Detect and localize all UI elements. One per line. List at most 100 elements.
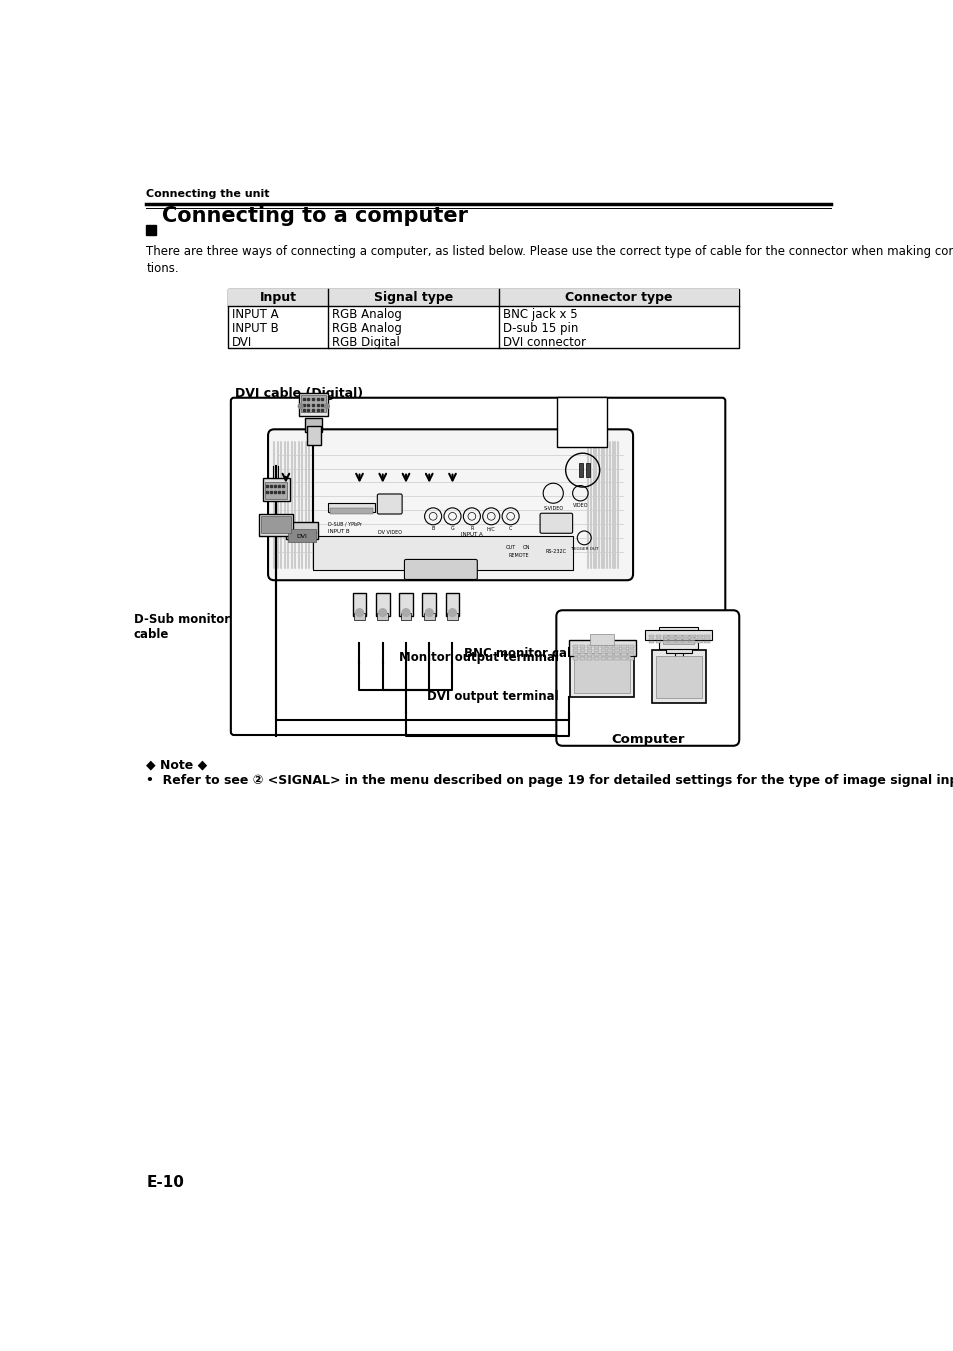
- Bar: [593, 648, 598, 651]
- Text: ON: ON: [522, 544, 529, 550]
- Bar: [659, 627, 698, 648]
- FancyBboxPatch shape: [556, 611, 739, 746]
- Bar: [607, 648, 612, 651]
- Text: Connecting to a computer: Connecting to a computer: [162, 207, 467, 226]
- Text: REMOTE: REMOTE: [508, 553, 528, 558]
- Bar: [262, 478, 290, 501]
- Bar: [648, 638, 654, 640]
- Bar: [400, 612, 411, 620]
- Bar: [682, 642, 688, 643]
- Text: DVI: DVI: [296, 534, 307, 539]
- Bar: [586, 653, 592, 655]
- Text: Input: Input: [259, 290, 296, 304]
- Bar: [599, 657, 605, 659]
- Text: D-sub 15 pin: D-sub 15 pin: [502, 323, 578, 335]
- Bar: [307, 426, 320, 446]
- FancyArrow shape: [645, 631, 711, 639]
- Bar: [585, 463, 590, 477]
- Bar: [674, 650, 682, 665]
- FancyBboxPatch shape: [404, 559, 476, 580]
- Text: Connector type: Connector type: [565, 290, 672, 304]
- Text: Signal type: Signal type: [374, 290, 453, 304]
- Bar: [423, 612, 435, 620]
- Text: Computer: Computer: [611, 734, 684, 747]
- Bar: [661, 642, 667, 643]
- Text: BNC jack x 5: BNC jack x 5: [502, 308, 577, 322]
- Bar: [661, 638, 667, 640]
- Bar: [682, 635, 688, 638]
- Text: DVI connector: DVI connector: [502, 336, 585, 349]
- FancyBboxPatch shape: [539, 513, 572, 534]
- Bar: [662, 635, 694, 639]
- Bar: [620, 646, 626, 648]
- Bar: [620, 653, 626, 655]
- Bar: [697, 635, 702, 638]
- Bar: [305, 417, 322, 431]
- Bar: [599, 648, 605, 651]
- Bar: [579, 657, 584, 659]
- Text: H/C: H/C: [486, 527, 496, 531]
- Bar: [703, 635, 709, 638]
- Bar: [614, 653, 619, 655]
- Bar: [648, 642, 654, 643]
- Text: DVI output terminal: DVI output terminal: [427, 689, 558, 703]
- Text: INPUT A: INPUT A: [232, 308, 278, 322]
- Bar: [628, 657, 633, 659]
- Text: D-SUB / YPbPr: D-SUB / YPbPr: [328, 521, 362, 527]
- Bar: [676, 638, 681, 640]
- Bar: [607, 657, 612, 659]
- Bar: [628, 646, 633, 648]
- Bar: [607, 646, 612, 648]
- Bar: [593, 657, 598, 659]
- Bar: [375, 593, 390, 616]
- Bar: [599, 646, 605, 648]
- Bar: [628, 648, 633, 651]
- Text: DVI cable (Digital): DVI cable (Digital): [235, 386, 363, 400]
- Bar: [572, 648, 578, 651]
- Bar: [301, 396, 326, 412]
- Text: There are three ways of connecting a computer, as listed below. Please use the c: There are three ways of connecting a com…: [146, 245, 953, 274]
- Bar: [572, 646, 578, 648]
- Bar: [579, 653, 584, 655]
- Bar: [593, 653, 598, 655]
- Circle shape: [378, 609, 386, 616]
- Bar: [288, 530, 315, 542]
- Text: •  Refer to see ② <SIGNAL> in the menu described on page 19 for detailed setting: • Refer to see ② <SIGNAL> in the menu de…: [146, 774, 953, 788]
- Text: RGB Analog: RGB Analog: [332, 308, 402, 322]
- Bar: [697, 638, 702, 640]
- Bar: [620, 657, 626, 659]
- Text: OUT: OUT: [505, 544, 516, 550]
- Bar: [261, 516, 291, 534]
- Circle shape: [298, 404, 303, 408]
- Text: B: B: [431, 527, 435, 531]
- Bar: [353, 593, 366, 616]
- Circle shape: [402, 609, 410, 616]
- Text: VIDEO: VIDEO: [572, 503, 587, 508]
- Bar: [228, 289, 739, 307]
- Bar: [651, 650, 705, 703]
- Bar: [330, 508, 373, 513]
- Bar: [298, 393, 328, 416]
- Bar: [557, 397, 607, 447]
- Bar: [690, 635, 695, 638]
- Text: INPUT B: INPUT B: [232, 323, 278, 335]
- Circle shape: [324, 404, 329, 408]
- Bar: [669, 642, 674, 643]
- Bar: [398, 593, 413, 616]
- Circle shape: [448, 609, 456, 616]
- Bar: [665, 647, 691, 654]
- Text: RS-232C: RS-232C: [545, 549, 566, 554]
- Bar: [648, 635, 654, 638]
- FancyArrow shape: [568, 640, 636, 655]
- Bar: [328, 503, 375, 512]
- Bar: [447, 612, 457, 620]
- Circle shape: [425, 609, 433, 616]
- Text: C: C: [508, 527, 512, 531]
- Text: BNC monitor cable: BNC monitor cable: [464, 647, 587, 661]
- Bar: [690, 638, 695, 640]
- Text: RGB Digital: RGB Digital: [332, 336, 400, 349]
- Bar: [422, 593, 436, 616]
- Bar: [676, 635, 681, 638]
- Bar: [586, 646, 592, 648]
- Bar: [607, 653, 612, 655]
